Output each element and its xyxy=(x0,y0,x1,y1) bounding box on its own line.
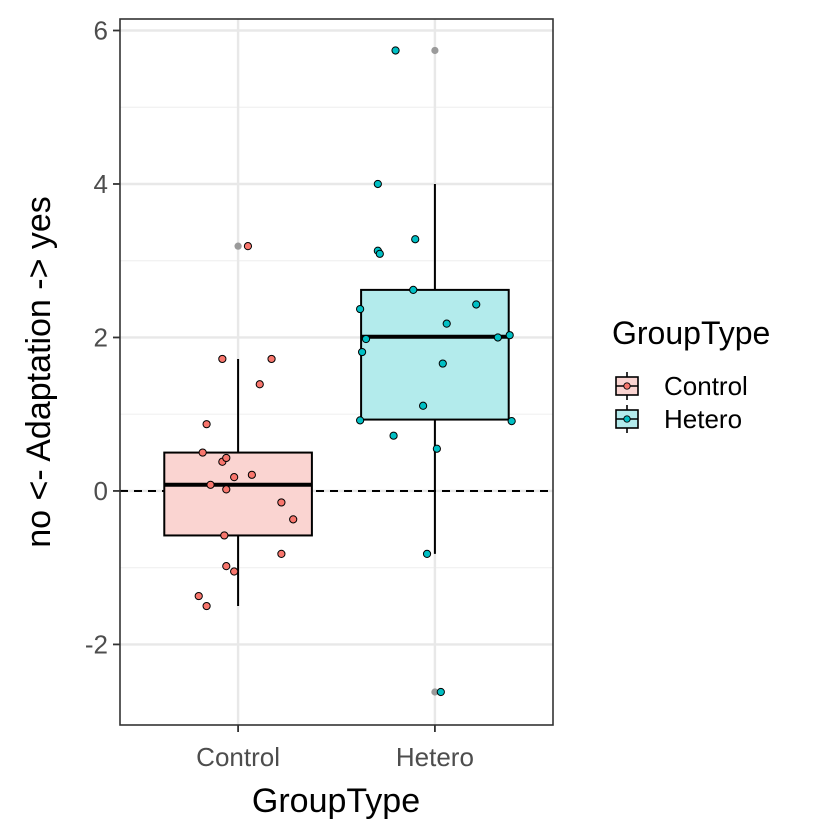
data-point xyxy=(432,444,441,453)
box-hetero xyxy=(360,46,510,696)
y-axis-title: no <- Adaptation -> yes xyxy=(20,196,58,548)
y-tick-label: 0 xyxy=(94,476,108,506)
y-tick-label: -2 xyxy=(85,629,108,659)
data-point xyxy=(218,354,227,364)
points-group xyxy=(194,46,516,697)
data-point xyxy=(505,331,514,340)
axes-group: -2 0 2 4 6 Control Hetero xyxy=(85,16,474,772)
data-point xyxy=(220,531,229,540)
data-point xyxy=(222,562,231,571)
data-point xyxy=(373,179,382,189)
legend-item-hetero: Hetero xyxy=(615,404,742,434)
data-point xyxy=(436,687,445,697)
legend-key-point xyxy=(623,415,631,423)
data-point xyxy=(356,304,365,314)
data-point xyxy=(389,431,398,440)
data-point xyxy=(419,401,428,410)
legend-key-point xyxy=(623,382,631,390)
data-point xyxy=(472,300,481,309)
data-point xyxy=(289,515,298,524)
outlier-point xyxy=(431,46,439,55)
data-point xyxy=(411,235,420,244)
data-point xyxy=(202,601,211,611)
data-point xyxy=(375,249,384,258)
y-tick-label: 4 xyxy=(94,169,108,199)
legend-title: GroupType xyxy=(612,315,770,351)
data-point xyxy=(222,485,231,494)
box-iqr xyxy=(163,451,313,537)
plot-panel-border xyxy=(119,18,554,726)
x-axis-title: GroupType xyxy=(252,782,420,820)
data-point xyxy=(198,448,207,457)
data-point xyxy=(202,420,211,429)
box-control xyxy=(163,242,313,607)
x-tick-label: Hetero xyxy=(396,742,474,772)
legend-item-control: Control xyxy=(615,371,748,401)
data-point xyxy=(409,285,418,294)
data-point xyxy=(247,470,256,479)
data-point xyxy=(442,319,451,328)
data-point xyxy=(230,567,239,576)
data-point xyxy=(493,333,502,342)
legend-label: Hetero xyxy=(664,404,742,434)
data-point xyxy=(361,334,371,344)
data-point xyxy=(206,480,215,489)
outlier-point xyxy=(431,688,439,696)
boxes-group xyxy=(163,46,510,696)
y-tick-label: 2 xyxy=(94,322,108,352)
x-tick-label: Control xyxy=(196,742,280,772)
data-point xyxy=(267,354,276,364)
data-point xyxy=(222,453,231,463)
y-tick-label: 6 xyxy=(94,16,108,46)
data-point xyxy=(255,380,264,389)
box-iqr xyxy=(360,288,510,421)
data-point xyxy=(194,591,203,601)
data-point xyxy=(357,347,367,357)
data-point xyxy=(230,473,239,482)
data-point xyxy=(438,359,447,368)
data-point xyxy=(243,242,253,251)
data-point xyxy=(277,549,286,558)
data-point xyxy=(507,417,516,426)
data-point xyxy=(356,416,365,425)
data-point xyxy=(391,46,400,55)
data-point xyxy=(422,549,432,558)
legend-label: Control xyxy=(664,371,748,401)
outlier-point xyxy=(234,242,242,250)
data-point xyxy=(277,498,286,507)
